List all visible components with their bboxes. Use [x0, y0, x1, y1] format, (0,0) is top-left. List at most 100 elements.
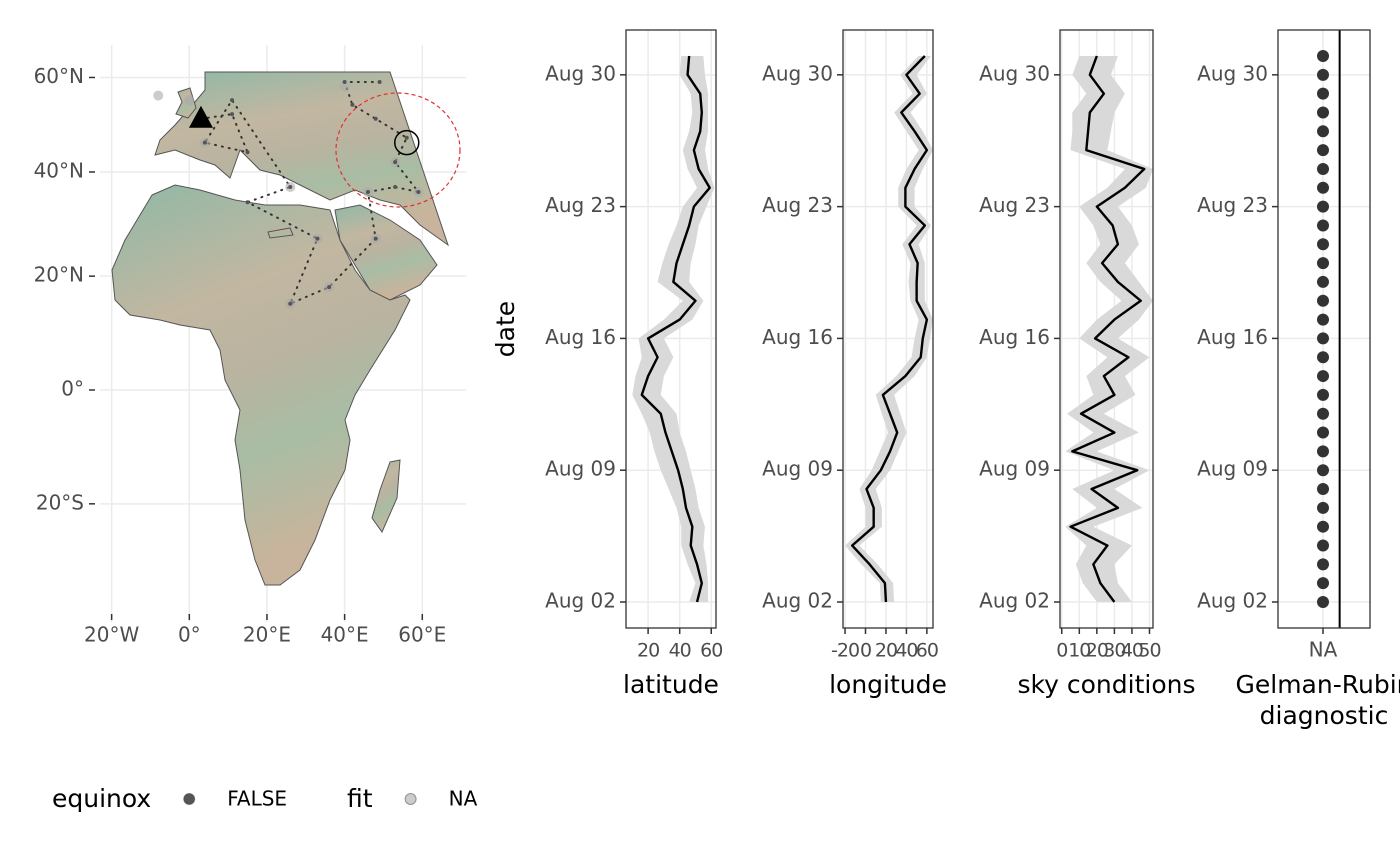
legend-title: fit [347, 784, 373, 813]
x-tick-label: 10 [1068, 640, 1090, 662]
y-tick-label: Aug 09 [762, 457, 833, 481]
y-axis-title: date [491, 301, 520, 357]
y-tick-label: 0° [61, 376, 84, 400]
dot [1317, 257, 1329, 270]
legend-title: equinox [52, 784, 151, 813]
panel-border [842, 29, 934, 629]
dot [1317, 577, 1329, 590]
x-tick-label: -20 [831, 640, 859, 662]
x-tick-label: 60 [700, 640, 722, 662]
mediterranean-islands [267, 227, 294, 239]
y-tick-label: Aug 16 [979, 325, 1050, 349]
dot [1317, 238, 1329, 251]
y-tick-label: Aug 30 [979, 61, 1050, 85]
legend: equinox FALSE fit NA [52, 784, 478, 813]
dot [1317, 407, 1329, 420]
dot [1317, 483, 1329, 496]
map-marks [153, 79, 424, 309]
end-marker [394, 129, 420, 156]
dot [1317, 200, 1329, 213]
y-tick-label: 40°N [34, 158, 84, 182]
panel: Aug 02 Aug 09 Aug 16 Aug 23 Aug 30 0 102030405… [979, 29, 1196, 699]
y-tick-label: 20°N [34, 263, 84, 287]
panel-border [625, 29, 717, 629]
fit-point [153, 90, 164, 101]
y-tick-label: Aug 16 [762, 325, 833, 349]
y-tick-label: Aug 23 [979, 193, 1050, 217]
y-tick-label: Aug 23 [1197, 193, 1268, 217]
track-point [230, 98, 235, 103]
y-tick-label: Aug 02 [762, 589, 833, 613]
dot [1317, 388, 1329, 401]
track-point [288, 184, 293, 189]
track-point [245, 200, 250, 205]
madagascar [371, 459, 401, 534]
panel: Aug 02 Aug 09 Aug 16 Aug 23 Aug 30 NA Gelman-R… [1197, 29, 1400, 730]
dot [1317, 162, 1329, 175]
y-tick-label: Aug 30 [545, 61, 616, 85]
dot [1317, 125, 1329, 138]
africa [111, 184, 411, 586]
dot [1317, 181, 1329, 194]
y-tick-label: 20°S [36, 490, 84, 514]
dot [1317, 501, 1329, 514]
track-point [245, 150, 250, 155]
dot [1317, 539, 1329, 552]
x-tick-label: 40°E [321, 623, 369, 647]
legend-key [404, 793, 417, 805]
y-tick-label: Aug 09 [979, 457, 1050, 481]
landmass [111, 71, 449, 586]
dot [1317, 596, 1329, 608]
y-tick-label: Aug 23 [762, 193, 833, 217]
ribbon [845, 56, 933, 602]
panel: Aug 02 Aug 09 Aug 16 Aug 23 Aug 30 -20 0 204060… [762, 29, 947, 699]
track-point [373, 236, 378, 241]
y-tick-label: Aug 02 [1197, 589, 1268, 613]
x-axis-title: Gelman-Rubin [1236, 670, 1400, 699]
line [851, 55, 929, 603]
x-tick-label: 40 [1121, 640, 1143, 662]
panel-border [1277, 29, 1371, 629]
dot [1317, 332, 1329, 345]
dot [1317, 370, 1329, 383]
dot [1317, 219, 1329, 232]
x-tick-label: 0° [178, 623, 201, 647]
track-point [393, 160, 398, 165]
uncertainty-circle [335, 92, 461, 208]
dot [1317, 68, 1329, 81]
track-point [288, 301, 293, 306]
dot [1317, 464, 1329, 477]
line [1069, 55, 1146, 603]
track-point [416, 190, 421, 195]
x-tick-label: 20°E [243, 623, 291, 647]
x-tick-label: 40 [895, 640, 917, 662]
ribbon [632, 56, 715, 602]
x-tick-label: 60 [916, 640, 938, 662]
panel: Aug 02 Aug 09 Aug 16 Aug 23 Aug 30 20 40 60 lati… [491, 29, 723, 699]
fit-point [184, 95, 195, 106]
ribbon [1065, 56, 1153, 602]
y-tick-label: Aug 30 [762, 61, 833, 85]
x-tick-label: 20 [1086, 640, 1108, 662]
x-tick-label: 20 [637, 640, 659, 662]
track-point [230, 112, 235, 117]
dot [1317, 106, 1329, 119]
legend-key [183, 793, 196, 805]
legend-label: FALSE [227, 787, 287, 811]
dot [1317, 275, 1329, 288]
x-axis-title: latitude [623, 670, 719, 699]
track-point [350, 102, 355, 107]
track-point [393, 184, 398, 189]
dot [1317, 144, 1329, 157]
track-point [377, 79, 382, 84]
y-tick-label: Aug 09 [545, 457, 616, 481]
track-line [199, 80, 421, 306]
dot [1317, 294, 1329, 307]
x-tick-label: 60°E [398, 623, 446, 647]
x-axis-title: sky conditions [1018, 670, 1196, 699]
line [640, 55, 711, 603]
track-point [327, 285, 332, 290]
panel-background [1278, 30, 1370, 628]
arabia [334, 204, 438, 301]
